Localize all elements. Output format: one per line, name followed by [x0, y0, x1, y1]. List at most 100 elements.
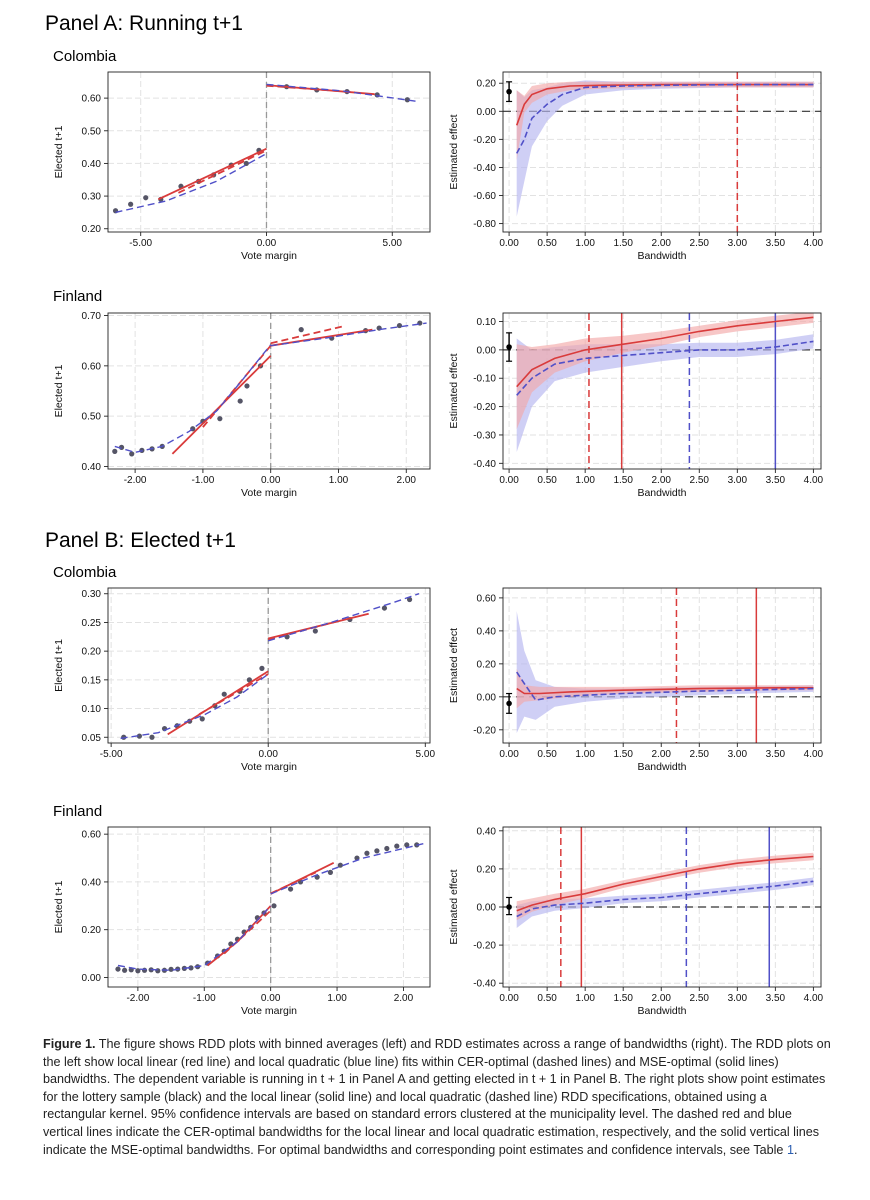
y-axis-label: Estimated effect	[448, 869, 460, 944]
x-tick-label: 3.50	[766, 993, 786, 1004]
chart-A-col-rdd: -5.00 0.00 5.00 0.20 0.30 0.40 0.50 0.60 Vote ma…	[53, 71, 431, 262]
binned-point	[404, 842, 410, 848]
binned-point	[149, 734, 155, 740]
y-tick-label: 0.20	[477, 79, 497, 90]
binned-point	[287, 886, 294, 892]
blue-confidence-band	[516, 80, 814, 217]
x-tick-label: -5.00	[129, 238, 152, 249]
y-tick-label: 0.05	[82, 733, 102, 744]
binned-point	[327, 869, 334, 875]
binned-point	[217, 416, 223, 422]
x-tick-label: 3.00	[728, 238, 748, 249]
x-tick-label: 2.50	[690, 238, 710, 249]
binned-point	[221, 691, 227, 697]
x-tick-label: 1.00	[575, 749, 595, 760]
blue-confidence-band	[516, 611, 814, 734]
x-tick-label: 0.50	[537, 993, 557, 1004]
blue-dashed-fit	[115, 152, 267, 214]
x-tick-label: 2.50	[690, 475, 710, 486]
y-tick-label: 0.40	[82, 159, 102, 170]
panel-b-title: Panel B: Elected t+1	[45, 529, 236, 552]
plot-area	[115, 827, 424, 987]
red-confidence-band	[516, 313, 814, 430]
red-estimate-line	[516, 687, 814, 695]
binned-point	[404, 97, 410, 103]
y-tick-label: -0.20	[473, 941, 496, 952]
binned-point	[199, 716, 205, 722]
y-tick-label: -0.40	[473, 979, 496, 990]
y-tick-label: 0.20	[477, 659, 497, 670]
x-tick-label: 1.00	[329, 475, 349, 486]
binned-point	[188, 965, 194, 971]
x-tick-label: 0.00	[257, 238, 277, 249]
x-tick-label: 1.00	[575, 993, 595, 1004]
x-axis-label: Bandwidth	[637, 761, 686, 773]
plot-frame	[502, 587, 822, 744]
x-tick-label: 2.50	[690, 993, 710, 1004]
country-label-a-finland: Finland	[53, 288, 103, 305]
y-tick-label: 0.60	[82, 830, 102, 841]
y-axis-label: Estimated effect	[448, 353, 460, 428]
x-tick-label: -1.00	[192, 475, 215, 486]
red-estimate-line	[516, 316, 814, 388]
binned-point	[406, 596, 413, 603]
x-axis-label: Vote margin	[241, 761, 297, 773]
binned-point	[115, 966, 121, 972]
y-tick-label: 0.40	[477, 626, 497, 637]
x-tick-label: 3.00	[728, 475, 748, 486]
x-axis-label: Vote margin	[241, 1005, 297, 1017]
x-axis-label: Vote margin	[241, 250, 297, 262]
binned-point	[244, 383, 250, 389]
x-tick-label: 3.50	[766, 475, 786, 486]
y-axis-label: Elected t+1	[53, 364, 65, 417]
y-tick-label: 0.60	[477, 593, 497, 604]
x-tick-label: 4.00	[804, 749, 824, 760]
binned-point	[396, 322, 403, 329]
y-tick-label: 0.10	[477, 317, 497, 328]
red-dashed-fit	[270, 871, 317, 895]
x-tick-label: 1.00	[575, 475, 595, 486]
binned-point	[121, 967, 128, 973]
y-tick-label: 0.00	[477, 903, 497, 914]
plot-frame	[107, 826, 431, 988]
y-tick-label: 0.40	[82, 462, 102, 473]
y-tick-label: 0.00	[477, 107, 497, 118]
plot-area	[120, 588, 420, 743]
y-tick-label: -0.20	[473, 402, 496, 413]
y-tick-label: -0.40	[473, 163, 496, 174]
plot-area	[503, 72, 821, 232]
x-tick-label: -1.00	[193, 993, 216, 1004]
y-tick-label: 0.70	[82, 311, 102, 322]
lottery-point-estimate	[506, 904, 512, 910]
plot-area	[503, 588, 821, 743]
binned-point	[237, 398, 243, 404]
binned-point	[143, 195, 149, 201]
x-tick-label: 0.00	[499, 475, 519, 486]
y-tick-label: 0.15	[82, 675, 102, 686]
x-tick-label: 0.00	[258, 749, 278, 760]
y-tick-label: 0.40	[82, 877, 102, 888]
table-link[interactable]: 1	[786, 1142, 794, 1157]
chart-B-col-rdd: -5.00 0.00 5.00 0.05 0.10 0.15 0.20 0.25 0.30 Vot…	[53, 587, 435, 773]
y-tick-label: 0.25	[82, 618, 102, 629]
x-tick-label: 1.00	[575, 238, 595, 249]
blue-estimate-line	[516, 671, 814, 701]
x-tick-label: 0.50	[537, 475, 557, 486]
lottery-point-estimate	[506, 344, 512, 350]
blue-confidence-band	[516, 334, 814, 452]
figure-caption: Figure 1. The figure shows RDD plots wit…	[43, 1036, 833, 1159]
binned-point	[271, 903, 277, 909]
x-tick-label: 3.50	[766, 749, 786, 760]
y-tick-label: 0.60	[82, 361, 102, 372]
figure-plots: -5.00 0.00 5.00 0.20 0.30 0.40 0.50 0.60 Vote ma…	[53, 71, 824, 1017]
red-dashed-fit	[198, 673, 269, 716]
blue-estimate-line	[516, 340, 814, 396]
binned-point	[364, 850, 370, 856]
caption-end: .	[793, 1142, 798, 1157]
blue-dashed-fit	[114, 344, 272, 454]
x-tick-label: 5.00	[383, 238, 403, 249]
x-axis-label: Bandwidth	[637, 250, 686, 262]
x-tick-label: 1.50	[613, 238, 633, 249]
plot-frame	[107, 587, 431, 744]
y-tick-label: 0.20	[477, 864, 497, 875]
